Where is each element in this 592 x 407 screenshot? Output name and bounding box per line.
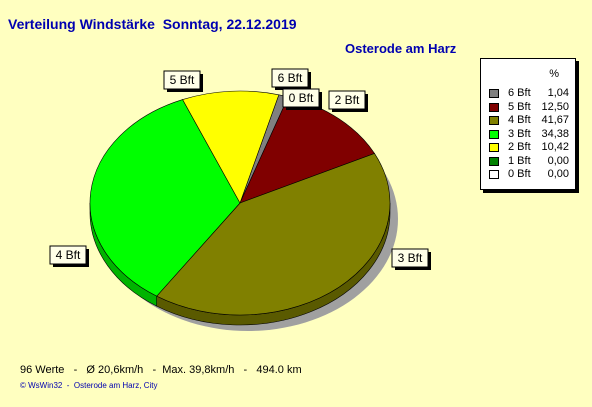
legend-value: 0,00 [547, 154, 569, 167]
slice-label-text: 2 Bft [335, 93, 360, 107]
legend-label: 0 Bft [508, 168, 531, 180]
legend-label: 6 Bft [508, 87, 531, 99]
slice-label-text: 4 Bft [56, 248, 81, 262]
legend-swatch [489, 116, 499, 125]
chart-title: Verteilung Windstärke Sonntag, 22.12.201… [8, 16, 297, 32]
slice-label-box [328, 90, 366, 110]
pie-slice-3-bft [89, 99, 241, 297]
legend-swatch [489, 129, 499, 139]
slice-label-6-bft: 6 Bft [271, 68, 311, 90]
legend-row-1-bft: 1 Bft 0,00 [487, 154, 571, 168]
legend-row-4-bft: 4 Bft 41,67 [487, 114, 571, 127]
legend-label: 2 Bft [508, 141, 531, 153]
legend-header: % [549, 68, 559, 80]
slice-label-text: 5 Bft [170, 73, 195, 87]
slice-label-box [163, 70, 201, 90]
legend-swatch [489, 102, 499, 112]
legend-row-3-bft: 3 Bft 34,38 [487, 127, 571, 141]
legend-value: 10,42 [541, 141, 569, 153]
pie-slice-4-bft [156, 153, 391, 316]
legend-value: 0,00 [547, 168, 569, 180]
legend-row-5-bft: 5 Bft 12,50 [487, 100, 571, 114]
legend-label: 1 Bft [508, 154, 531, 167]
slice-label-box [49, 245, 87, 265]
slice-label-text: 0 Bft [289, 91, 314, 105]
legend-value: 1,04 [547, 87, 569, 99]
credit-line: © WsWin32 - Osterode am Harz, City [20, 381, 158, 390]
pie-slice-2-bft [182, 90, 280, 204]
slice-label-box [282, 88, 320, 108]
slice-label-text: 6 Bft [278, 71, 303, 85]
slice-label-box [391, 248, 429, 268]
slice-label-4-bft: 4 Bft [49, 245, 89, 267]
slice-label-text: 3 Bft [398, 251, 423, 265]
slice-label-0-bft: 0 Bft [282, 88, 322, 110]
slice-label-box [271, 68, 309, 88]
slice-label-5-bft: 5 Bft [163, 70, 203, 92]
legend-swatch [489, 170, 499, 179]
stats-footer: 96 Werte - Ø 20,6km/h - Max. 39,8km/h - … [20, 364, 302, 376]
legend-swatch [489, 89, 499, 98]
legend-row-6-bft: 6 Bft 1,04 [487, 87, 571, 100]
legend-value: 34,38 [541, 127, 569, 140]
legend-swatch [489, 156, 499, 166]
legend-swatch [489, 143, 499, 152]
slice-label-3-bft: 3 Bft [391, 248, 431, 270]
legend-label: 4 Bft [508, 114, 531, 126]
legend-label: 3 Bft [508, 127, 531, 140]
slice-label-2-bft: 2 Bft [328, 90, 368, 112]
legend-row-2-bft: 2 Bft 10,42 [487, 141, 571, 154]
legend-value: 12,50 [541, 100, 569, 113]
location-label: Osterode am Harz [345, 41, 457, 56]
legend-value: 41,67 [541, 114, 569, 126]
legend-row-0-bft: 0 Bft 0,00 [487, 168, 571, 181]
legend-label: 5 Bft [508, 100, 531, 113]
legend: % 6 Bft 1,04 5 Bft 12,50 4 Bft 41,67 3 Bft 34,3… [480, 58, 576, 190]
